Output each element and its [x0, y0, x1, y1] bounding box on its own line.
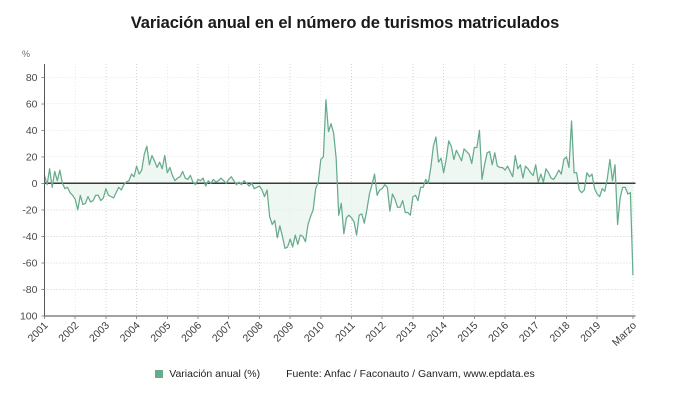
- svg-text:2004: 2004: [118, 320, 143, 345]
- source-note: Fuente: Anfac / Faconauto / Ganvam, www.…: [286, 368, 535, 380]
- svg-text:2002: 2002: [56, 320, 81, 345]
- svg-text:20: 20: [26, 151, 38, 163]
- svg-text:-20: -20: [22, 204, 37, 216]
- svg-text:2010: 2010: [302, 320, 327, 345]
- y-axis-ticks: 80 60 40 20 0 -20 -40 -60 -80 100: [20, 72, 45, 323]
- svg-text:2012: 2012: [363, 320, 388, 345]
- y-axis-unit-label: %: [22, 49, 31, 59]
- svg-text:40: 40: [26, 125, 38, 137]
- svg-text:2016: 2016: [486, 320, 511, 345]
- svg-text:2008: 2008: [241, 320, 266, 345]
- svg-text:Marzo: Marzo: [610, 320, 639, 349]
- x-axis-ticks: 2001 2002 2003 2004 2005 2006 2007 2008 2009 2010…: [26, 316, 639, 349]
- svg-text:60: 60: [26, 98, 38, 110]
- svg-text:2006: 2006: [179, 320, 204, 345]
- svg-text:2018: 2018: [548, 320, 573, 345]
- svg-text:2011: 2011: [333, 320, 358, 345]
- svg-text:2015: 2015: [455, 320, 480, 345]
- svg-text:0: 0: [32, 178, 38, 190]
- chart-footer: Variación anual (%) Fuente: Anfac / Faco…: [0, 368, 690, 380]
- page-title: Variación anual en el número de turismos…: [130, 14, 560, 32]
- svg-text:2001: 2001: [26, 320, 51, 345]
- svg-text:2013: 2013: [394, 320, 419, 345]
- svg-text:2017: 2017: [517, 320, 542, 345]
- legend-item-variacion-anual[interactable]: Variación anual (%): [155, 368, 260, 380]
- svg-text:2014: 2014: [425, 320, 450, 345]
- svg-text:2019: 2019: [578, 320, 603, 345]
- series-area-fill: [44, 99, 633, 275]
- series-line: [43, 99, 634, 276]
- svg-text:100: 100: [20, 311, 38, 323]
- svg-text:2007: 2007: [210, 320, 235, 345]
- legend-swatch-icon: [155, 370, 164, 378]
- legend-label: Variación anual (%): [169, 368, 261, 380]
- svg-text:2003: 2003: [87, 320, 112, 345]
- svg-text:-80: -80: [22, 284, 37, 296]
- svg-text:80: 80: [26, 72, 38, 84]
- svg-text:-60: -60: [22, 258, 37, 270]
- axis-lines: [43, 64, 636, 317]
- svg-text:-40: -40: [22, 231, 37, 243]
- svg-text:2009: 2009: [271, 320, 296, 345]
- svg-text:2005: 2005: [148, 320, 173, 345]
